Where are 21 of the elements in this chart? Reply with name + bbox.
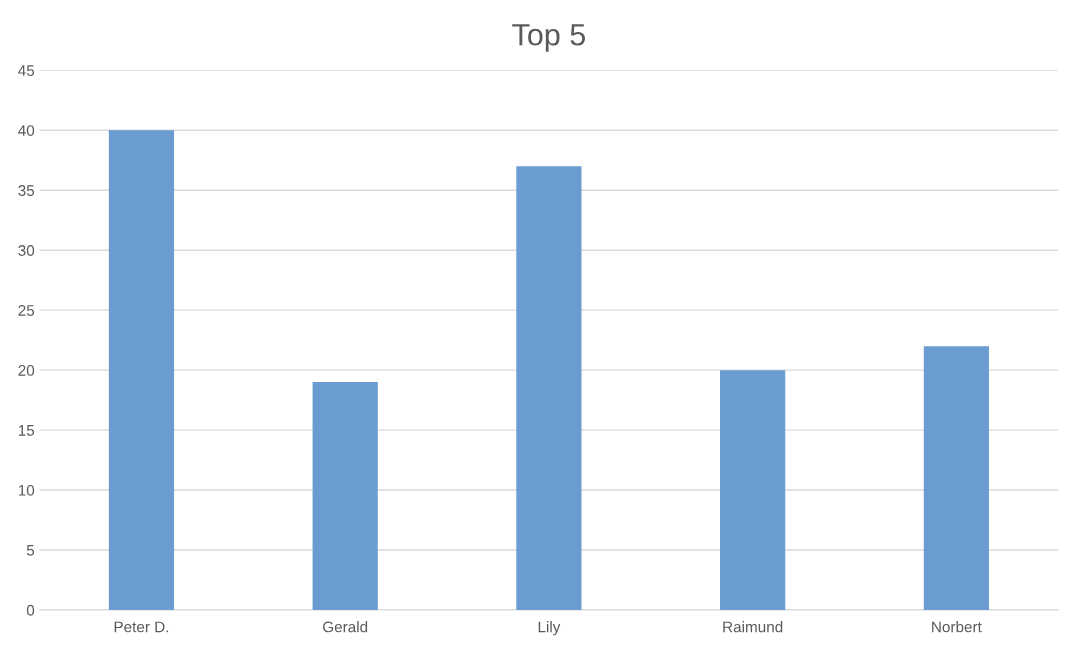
y-tick-label: 5 <box>26 545 35 556</box>
bar <box>720 370 786 610</box>
y-tick-label: 40 <box>18 125 35 136</box>
y-tick-label: 25 <box>18 305 35 316</box>
y-tick-label: 10 <box>18 484 35 496</box>
y-tick-label: 15 <box>18 425 35 436</box>
bar <box>516 166 582 610</box>
x-tick-label: Lily <box>538 621 561 636</box>
y-tick-label: 0 <box>26 604 35 616</box>
y-tick-label: 30 <box>18 245 35 256</box>
x-tick-label: Peter D. <box>114 621 169 633</box>
bar <box>108 130 175 610</box>
chart-title: Top 5 <box>512 24 585 52</box>
x-tick-label: Gerald <box>323 621 368 633</box>
y-tick-label: 20 <box>18 365 35 376</box>
x-tick-label: Norbert <box>932 621 982 633</box>
y-tick-label: 35 <box>18 185 35 196</box>
bar <box>312 382 378 610</box>
x-tick-label: Raimund <box>723 621 783 633</box>
y-tick-label: 45 <box>18 65 35 76</box>
bar <box>923 346 989 610</box>
